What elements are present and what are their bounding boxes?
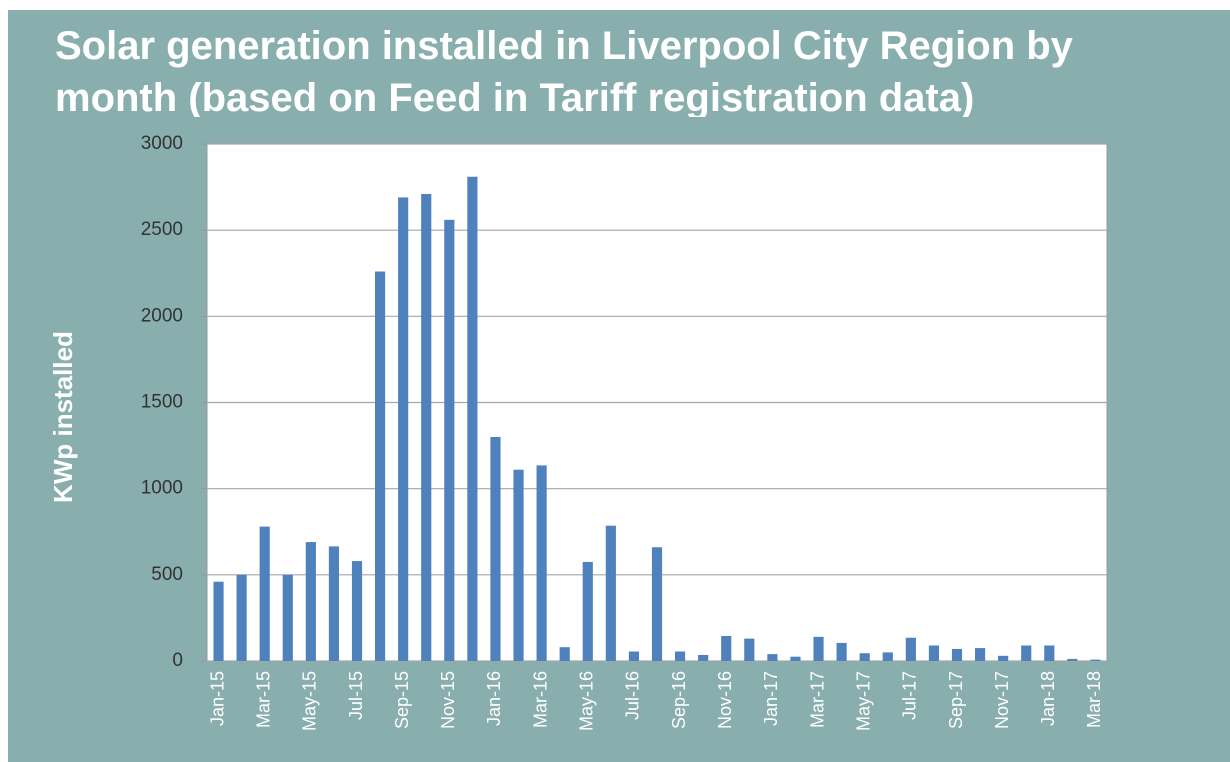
bar bbox=[467, 176, 478, 661]
y-tick-label: 0 bbox=[172, 650, 183, 671]
y-tick-label: 2500 bbox=[141, 219, 183, 240]
bar bbox=[767, 654, 778, 661]
x-tick-label: Jul-16 bbox=[623, 671, 643, 720]
y-tick-label: 2000 bbox=[141, 305, 183, 326]
bar bbox=[905, 637, 916, 661]
bar bbox=[951, 648, 963, 661]
y-tick-label: 3000 bbox=[141, 133, 183, 154]
x-tick-label: May-16 bbox=[577, 671, 597, 731]
y-tick-label: 500 bbox=[151, 564, 183, 585]
bar bbox=[790, 656, 801, 661]
bar bbox=[236, 574, 247, 661]
bar bbox=[744, 638, 755, 661]
bar bbox=[1090, 659, 1101, 661]
x-tick-label: Sep-17 bbox=[946, 671, 966, 729]
bar bbox=[398, 197, 409, 661]
bar bbox=[1044, 645, 1055, 661]
bar bbox=[698, 654, 709, 661]
bar bbox=[721, 636, 732, 661]
x-tick-label: Sep-16 bbox=[669, 671, 689, 729]
bar bbox=[998, 655, 1009, 661]
x-tick-label: Sep-15 bbox=[392, 671, 412, 729]
x-tick-label: Jul-17 bbox=[900, 671, 920, 720]
x-tick-label: Mar-18 bbox=[1084, 671, 1104, 728]
bar bbox=[651, 547, 663, 661]
bar bbox=[490, 436, 501, 661]
bar bbox=[582, 561, 593, 661]
x-tick-label: Jan-16 bbox=[484, 671, 504, 726]
x-tick-label: Jan-18 bbox=[1038, 671, 1058, 726]
x-tick-label: Mar-17 bbox=[807, 671, 827, 728]
bar bbox=[1067, 658, 1078, 661]
x-tick-label: Mar-15 bbox=[253, 671, 273, 728]
bar bbox=[928, 645, 939, 661]
x-tick-label: Nov-16 bbox=[715, 671, 735, 729]
bar bbox=[259, 526, 270, 661]
bar bbox=[375, 271, 386, 661]
bar bbox=[882, 652, 893, 661]
x-tick-label: Nov-17 bbox=[992, 671, 1012, 729]
bar bbox=[975, 648, 986, 661]
bar bbox=[328, 546, 339, 661]
x-tick-label: May-17 bbox=[853, 671, 873, 731]
bar bbox=[513, 469, 524, 661]
x-tick-label: Jan-15 bbox=[207, 671, 227, 726]
bar bbox=[813, 636, 824, 661]
bar bbox=[1021, 645, 1032, 661]
bar bbox=[421, 193, 432, 661]
y-tick-label: 1500 bbox=[141, 392, 183, 413]
bar bbox=[351, 561, 363, 661]
x-tick-label: Mar-16 bbox=[530, 671, 550, 728]
bar bbox=[213, 581, 224, 661]
x-tick-label: May-15 bbox=[300, 671, 320, 731]
bar bbox=[605, 525, 616, 661]
chart-title: Solar generation installed in Liverpool … bbox=[55, 24, 1073, 117]
bar bbox=[536, 465, 547, 661]
bar bbox=[444, 219, 455, 661]
y-tick-label: 1000 bbox=[141, 478, 183, 499]
bar bbox=[305, 542, 316, 661]
bar bbox=[559, 647, 570, 661]
bar bbox=[675, 651, 686, 661]
bar bbox=[282, 574, 293, 661]
bar bbox=[836, 642, 847, 661]
y-axis-label: KWp installed bbox=[48, 331, 78, 503]
x-tick-label: Jan-17 bbox=[761, 671, 781, 726]
x-tick-label: Jul-15 bbox=[346, 671, 366, 720]
bar bbox=[628, 651, 639, 661]
x-tick-label: Nov-15 bbox=[438, 671, 458, 729]
bar bbox=[859, 653, 870, 661]
